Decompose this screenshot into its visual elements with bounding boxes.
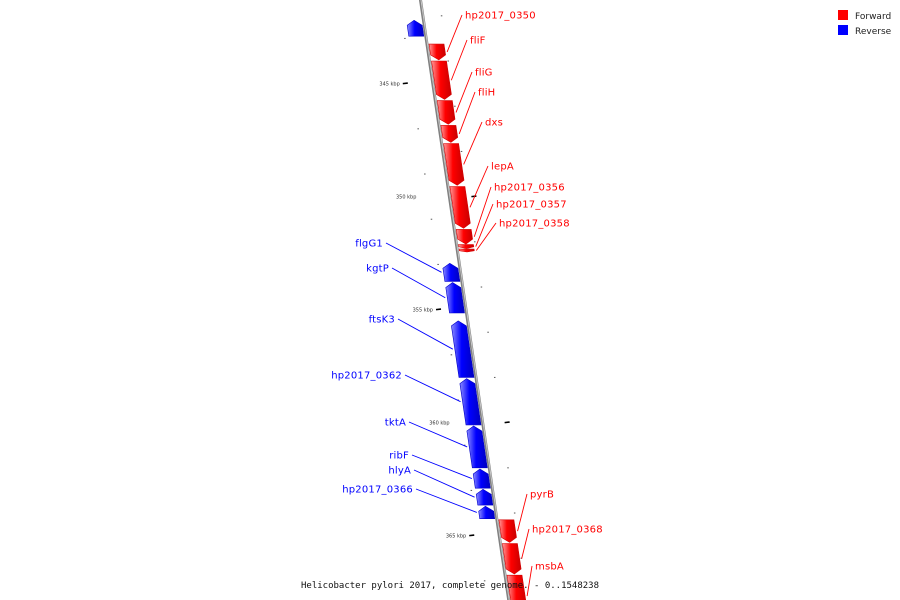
tick-marks: 345 kbp 350 kbp 355 kbp 360 kbp 365 kbp xyxy=(379,15,523,582)
gene-label-fliH: fliH xyxy=(478,88,495,99)
major-tick-mark xyxy=(402,82,408,85)
gene-label-hp2017_0368: hp2017_0368 xyxy=(532,525,603,536)
legend-reverse-swatch xyxy=(838,25,848,35)
gene-label-connector xyxy=(475,222,497,251)
tick-label: 365 kbp xyxy=(446,534,466,540)
gene-label-connector xyxy=(391,267,446,299)
gene-label-connector xyxy=(458,91,476,135)
gene-label-connector xyxy=(521,528,530,559)
gene-hp2017_0362 xyxy=(459,378,482,426)
gene-kgtP xyxy=(445,282,465,314)
gene-label-connector xyxy=(517,493,528,532)
gene-unnamed-0 xyxy=(406,19,425,37)
tick-label: 355 kbp xyxy=(413,308,433,314)
gene-tktA xyxy=(466,425,488,469)
gene-label-connector xyxy=(455,71,473,113)
gene-label-fliF: fliF xyxy=(470,36,486,47)
gene-msbA xyxy=(506,574,527,600)
gene-label-connector xyxy=(463,121,483,165)
gene-label-connector xyxy=(404,374,461,403)
gene-ribF xyxy=(472,468,491,489)
major-tick-mark xyxy=(504,421,510,424)
gene-pyrB xyxy=(498,519,517,543)
gene-hlyA xyxy=(475,488,494,506)
legend-forward-swatch xyxy=(838,10,848,20)
gene-label-connector xyxy=(397,318,454,350)
gene-label-connector xyxy=(446,14,463,53)
gene-label-connector xyxy=(475,203,494,247)
gene-hp2017_0350 xyxy=(428,43,446,61)
tick-label: 360 kbp xyxy=(429,421,449,427)
genome-caption: Helicobacter pylori 2017, complete genom… xyxy=(301,581,599,591)
gene-label-connector xyxy=(413,469,475,498)
gene-label-fliG: fliG xyxy=(475,68,493,79)
gene-label-connector xyxy=(411,454,473,479)
gene-label-connector xyxy=(473,186,492,237)
gene-flgG1 xyxy=(442,262,461,282)
gene-dxs xyxy=(443,143,465,186)
gene-label-connector xyxy=(385,242,442,273)
legend: Forward Reverse xyxy=(838,10,892,37)
gene-label-ribF: ribF xyxy=(389,451,409,462)
gene-fliH xyxy=(440,125,459,143)
gene-hp2017_0357 xyxy=(458,244,475,249)
gene-label-flgG1: flgG1 xyxy=(355,239,383,250)
gene-label-connector xyxy=(526,565,533,597)
gene-hp2017_0366 xyxy=(478,505,496,520)
gene-label-hp2017_0357: hp2017_0357 xyxy=(496,200,567,211)
gene-fliF xyxy=(431,60,452,100)
gene-ftsK3 xyxy=(451,320,475,378)
gene-label-msbA: msbA xyxy=(535,562,564,573)
gene-label-hp2017_0366: hp2017_0366 xyxy=(342,485,413,496)
gene-label-lepA: lepA xyxy=(491,162,514,173)
gene-label-pyrB: pyrB xyxy=(530,490,554,501)
genome-backbone-highlight xyxy=(420,0,510,600)
gene-label-dxs: dxs xyxy=(485,118,503,129)
gene-label-connector xyxy=(450,39,468,81)
legend-forward-label: Forward xyxy=(855,12,891,22)
gene-fliG xyxy=(436,100,456,125)
major-tick-mark xyxy=(471,195,477,198)
gene-label-ftsK3: ftsK3 xyxy=(369,315,395,326)
major-tick-mark xyxy=(435,308,442,311)
gene-lepA xyxy=(449,186,471,229)
gene-hp2017_0368 xyxy=(502,543,522,575)
gene-hp2017_0356 xyxy=(455,229,473,245)
gene-label-hp2017_0356: hp2017_0356 xyxy=(494,183,565,194)
gene-label-hlyA: hlyA xyxy=(388,466,411,477)
gene-label-hp2017_0358: hp2017_0358 xyxy=(499,219,570,230)
gene-label-hp2017_0350: hp2017_0350 xyxy=(465,11,536,22)
gene-label-connector xyxy=(469,165,489,208)
tick-label: 345 kbp xyxy=(379,82,399,88)
major-tick-mark xyxy=(469,534,475,537)
gene-label-connector xyxy=(415,488,477,513)
genes xyxy=(406,19,527,600)
gene-label-tktA: tktA xyxy=(385,418,406,429)
gene-label-hp2017_0362: hp2017_0362 xyxy=(331,371,402,382)
gene-label-kgtP: kgtP xyxy=(366,264,389,275)
tick-label: 350 kbp xyxy=(396,195,416,201)
gene-hp2017_0358 xyxy=(458,248,475,253)
legend-reverse-label: Reverse xyxy=(855,27,892,37)
gene-label-connector xyxy=(408,421,468,448)
gene-labels: hp2017_0350 fliF fliG fliH dxs lepA hp2017_035… xyxy=(331,11,603,597)
